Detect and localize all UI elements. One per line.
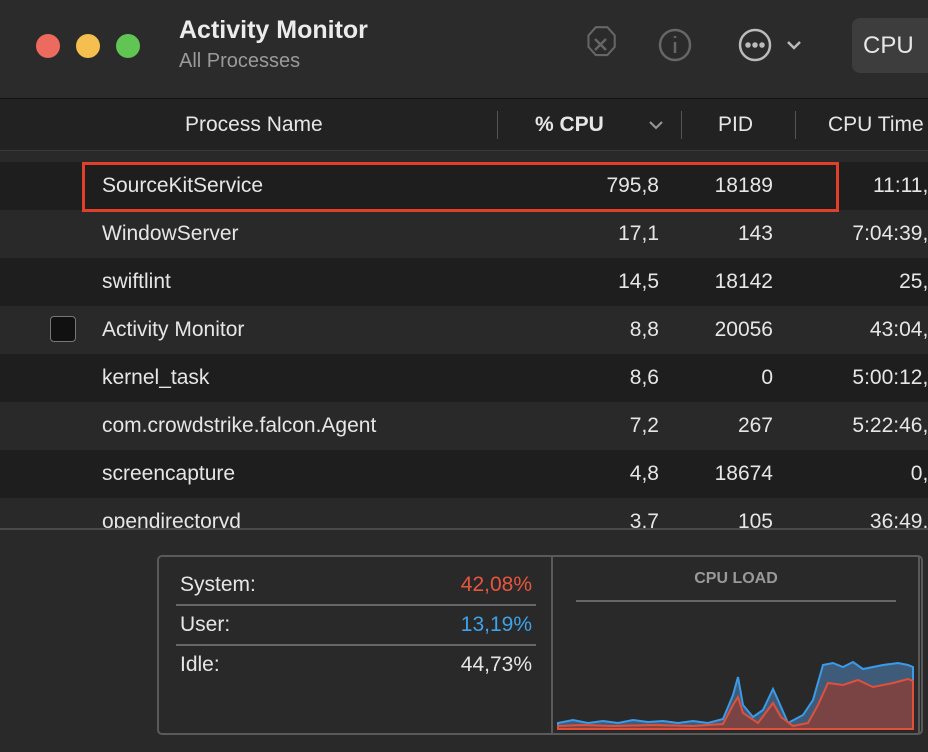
cpu-percent: 795,8 [606, 174, 659, 197]
stat-value: 42,08% [460, 573, 532, 596]
zoom-button[interactable] [116, 34, 140, 58]
cpu-percent: 14,5 [618, 270, 659, 293]
cpu-time: 11:11,2 [873, 174, 928, 197]
close-button[interactable] [36, 34, 60, 58]
cpu-tab[interactable]: CPU [852, 18, 928, 73]
stat-label: System: [180, 573, 256, 596]
stat-label: Idle: [180, 653, 220, 676]
process-name: screencapture [102, 462, 236, 485]
cpu-time: 5:22:46,7 [852, 414, 928, 437]
cpu-percent: 7,2 [629, 414, 659, 437]
process-name: SourceKitService [102, 174, 264, 197]
stat-row: System: 42,08% [176, 566, 536, 606]
stat-row: User: 13,19% [176, 606, 536, 646]
process-name: kernel_task [102, 366, 210, 389]
stop-process-button[interactable] [587, 26, 616, 57]
stat-value: 44,73% [460, 653, 532, 676]
process-row[interactable]: WindowServer 17,1 143 7:04:39,2 [0, 210, 928, 258]
process-table: SourceKitService 795,8 18189 11:11,2 WindowS… [0, 151, 928, 528]
process-row[interactable]: SourceKitService 795,8 18189 11:11,2 [0, 162, 928, 210]
cpu-percent: 8,6 [629, 366, 659, 389]
process-name: WindowServer [102, 222, 239, 245]
cpu-time: 7:04:39,2 [852, 222, 928, 245]
cpu-time: 5:00:12,1 [852, 366, 928, 389]
process-row[interactable]: opendirectoryd 3,7 105 36:49,9 [0, 498, 928, 528]
cpu-percent: 4,8 [629, 462, 659, 485]
pid: 18674 [714, 462, 773, 485]
process-row[interactable]: com.crowdstrike.falcon.Agent 7,2 267 5:22:4… [0, 402, 928, 450]
column-header[interactable]: CPU Time [828, 113, 924, 136]
process-name: swiftlint [102, 270, 171, 293]
column-header[interactable]: Process Name [185, 113, 323, 136]
stat-label: User: [180, 613, 231, 636]
cpu-time: 43:04,7 [869, 318, 928, 341]
column-header[interactable]: PID [718, 113, 754, 136]
pid: 105 [737, 510, 773, 528]
process-row[interactable]: kernel_task 8,6 0 5:00:12,1 [0, 354, 928, 402]
cpu-time: 36:49,9 [869, 510, 928, 528]
pid: 18142 [714, 270, 773, 293]
minimize-button[interactable] [76, 34, 100, 58]
process-row[interactable]: Activity Monitor 8,8 20056 43:04,7 [0, 306, 928, 354]
process-name: com.crowdstrike.falcon.Agent [102, 414, 377, 437]
cpu-load-graph [557, 660, 914, 730]
process-name: opendirectoryd [102, 510, 241, 528]
pid: 267 [737, 414, 773, 437]
toolbar-icons [587, 26, 801, 62]
cpu-time: 25,9 [899, 270, 928, 293]
stat-value: 13,19% [460, 613, 532, 636]
app-icon [50, 316, 76, 342]
pid: 0 [761, 366, 773, 389]
process-row[interactable]: swiftlint 14,5 18142 25,9 [0, 258, 928, 306]
sort-arrow [649, 121, 663, 130]
process-name: Activity Monitor [102, 318, 245, 341]
table-header: Process Name % CPU PID CPU Time [0, 99, 928, 151]
titlebar [0, 0, 928, 99]
cpu-percent: 3,7 [629, 510, 659, 528]
process-row[interactable]: screencapture 4,8 18674 0,4 [0, 450, 928, 498]
stats-list: System: 42,08% User: 13,19% Idle: 44,73% [176, 566, 536, 684]
pid: 20056 [714, 318, 773, 341]
selection-highlight [82, 162, 839, 212]
window-title: Activity Monitor [179, 16, 368, 44]
window-subtitle: All Processes [179, 50, 301, 72]
stats-box [157, 555, 923, 735]
cpu-percent: 17,1 [618, 222, 659, 245]
column-header[interactable]: % CPU [535, 113, 604, 136]
row-spacer [0, 151, 928, 162]
info-button[interactable] [658, 28, 692, 62]
cpu-percent: 8,8 [629, 318, 659, 341]
stat-row: Idle: 44,73% [176, 646, 536, 684]
pid: 143 [737, 222, 773, 245]
graph-title: CPU LOAD [694, 570, 778, 587]
pid: 18189 [714, 174, 773, 197]
cpu-time: 0,4 [910, 462, 928, 485]
more-button[interactable] [738, 28, 801, 62]
